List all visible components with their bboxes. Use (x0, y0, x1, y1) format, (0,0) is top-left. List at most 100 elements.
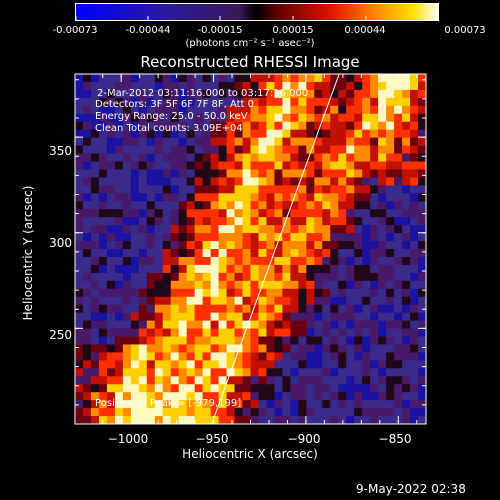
heatmap-cell (130, 384, 140, 393)
heatmap-cell (410, 400, 419, 409)
heatmap-cell (226, 225, 236, 234)
heatmap-cell (402, 264, 411, 274)
heatmap-cell (338, 280, 347, 290)
heatmap-cell (338, 288, 347, 298)
heatmap-cell (210, 360, 220, 369)
heatmap-cell (122, 105, 132, 115)
heatmap-cell (298, 105, 307, 115)
heatmap-cell (250, 185, 260, 194)
heatmap-cell (82, 193, 92, 202)
heatmap-cell (266, 360, 276, 369)
heatmap-cell (250, 256, 260, 266)
heatmap-cell (386, 169, 395, 179)
heatmap-cell (218, 352, 228, 361)
heatmap-cell (250, 360, 260, 369)
heatmap-cell (394, 81, 403, 91)
heatmap-cell (250, 264, 260, 274)
heatmap-cell (106, 408, 116, 417)
heatmap-cell (90, 113, 100, 123)
heatmap-cell (362, 296, 371, 306)
heatmap-cell (146, 97, 156, 107)
heatmap-cell (274, 272, 284, 282)
heatmap-cell (338, 153, 347, 163)
heatmap-cell (234, 193, 244, 202)
heatmap-cell (178, 288, 188, 298)
heatmap-cell (282, 129, 291, 139)
heatmap-cell (178, 368, 188, 377)
heatmap-cell (322, 241, 331, 250)
heatmap-cell (82, 217, 92, 226)
heatmap-cell (314, 360, 323, 369)
heatmap-cell (242, 400, 252, 409)
heatmap-cell (394, 217, 403, 226)
heatmap-cell (218, 384, 228, 393)
heatmap-cell (210, 280, 220, 290)
heatmap-cell (186, 161, 196, 171)
heatmap-cell (138, 392, 148, 401)
heatmap-cell (194, 97, 204, 107)
heatmap-cell (410, 153, 419, 163)
heatmap-cell (106, 105, 116, 115)
heatmap-cell (162, 336, 172, 346)
heatmap-cell (418, 296, 426, 306)
heatmap-cell (354, 272, 363, 282)
heatmap-cell (82, 264, 92, 274)
heatmap-cell (266, 288, 276, 298)
heatmap-cell (298, 344, 307, 354)
heatmap-cell (178, 256, 188, 266)
heatmap-cell (290, 328, 299, 338)
heatmap-cell (346, 169, 355, 179)
heatmap-cell (114, 161, 124, 171)
heatmap-cell (274, 280, 284, 290)
heatmap-cell (314, 344, 323, 354)
heatmap-cell (130, 185, 140, 194)
heatmap-cell (210, 129, 220, 139)
heatmap-cell (250, 137, 260, 147)
heatmap-cell (234, 233, 244, 242)
heatmap-cell (130, 264, 140, 274)
heatmap-cell (170, 408, 180, 417)
heatmap-cell (386, 113, 395, 123)
heatmap-cell (306, 384, 315, 393)
heatmap-cell (75, 225, 84, 234)
heatmap-cell (266, 129, 276, 139)
heatmap-cell (82, 376, 92, 385)
annotation-time: 2-Mar-2012 03:11:16.000 to 03:17:16.000 (97, 88, 309, 99)
heatmap-cell (386, 256, 395, 266)
heatmap-cell (394, 137, 403, 147)
heatmap-cell (114, 145, 124, 155)
heatmap-cell (418, 129, 426, 139)
heatmap-cell (274, 217, 284, 226)
heatmap-cell (90, 105, 100, 115)
heatmap-cell (242, 288, 252, 298)
heatmap-cell (418, 185, 426, 194)
heatmap-cell (314, 233, 323, 242)
heatmap-cell (338, 304, 347, 314)
heatmap-cell (218, 217, 228, 226)
heatmap-cell (410, 225, 419, 234)
heatmap-cell (138, 201, 148, 210)
heatmap-cell (370, 129, 379, 139)
heatmap-cell (106, 81, 116, 91)
heatmap-cell (234, 209, 244, 218)
heatmap-cell (210, 304, 220, 314)
heatmap-cell (138, 296, 148, 306)
x-tick-label: −950 (195, 432, 229, 446)
heatmap-cell (210, 264, 220, 274)
heatmap-cell (322, 193, 331, 202)
heatmap-cell (418, 241, 426, 250)
heatmap-cell (114, 288, 124, 298)
heatmap-cell (314, 416, 323, 424)
heatmap-cell (282, 256, 291, 266)
heatmap-cell (338, 97, 347, 107)
heatmap-cell (298, 328, 307, 338)
heatmap-cell (202, 352, 212, 361)
heatmap-cell (242, 97, 252, 107)
heatmap-cell (258, 137, 268, 147)
heatmap-cell (98, 272, 108, 282)
heatmap-cell (330, 153, 339, 163)
heatmap-cell (274, 74, 284, 83)
heatmap-cell (226, 74, 236, 83)
heatmap-cell (130, 113, 140, 123)
